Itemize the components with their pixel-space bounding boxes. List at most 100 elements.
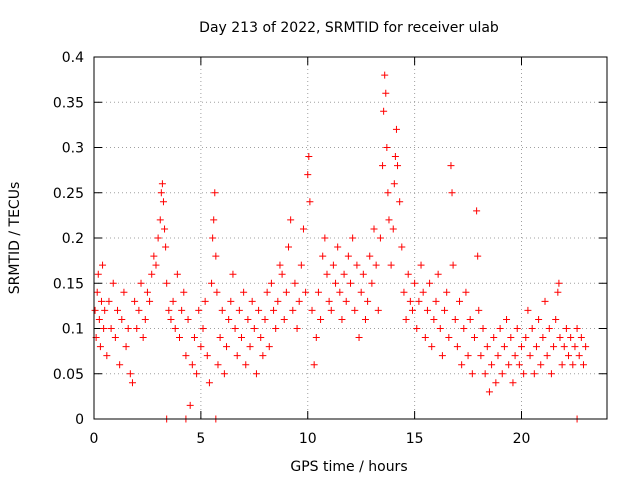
data-point [158,180,166,188]
data-point [507,334,515,342]
y-tick-label: 0.3 [62,141,84,157]
data-point [384,189,392,197]
data-point [293,325,301,332]
data-point [250,325,258,332]
data-point [372,261,380,269]
data-point [267,279,275,287]
data-point [237,334,245,342]
data-point [368,279,376,287]
data-point [146,297,154,305]
data-point [103,352,111,360]
data-point [383,144,391,151]
data-point [351,306,359,314]
data-point [498,370,506,378]
data-point [560,343,568,351]
data-point [473,207,481,215]
data-point [252,370,260,378]
data-point [212,252,220,260]
data-point [432,297,440,305]
data-point [246,343,254,351]
data-point [137,279,145,287]
y-tick-label: 0.35 [53,95,84,111]
data-point [509,379,517,387]
data-point [492,379,500,387]
data-point [532,343,540,351]
data-point [261,315,269,323]
data-point [344,252,352,260]
data-point [211,189,219,197]
data-point [178,306,186,314]
y-tick-label: 0.25 [53,186,84,202]
data-point [257,334,265,342]
data-point [111,334,119,342]
data-point [270,306,278,314]
data-point [122,343,130,351]
data-point [382,89,390,97]
data-point [93,288,101,296]
data-point [347,279,354,287]
data-point [494,352,502,360]
data-point [338,315,346,323]
axis-ticks: 0 0.05 0.1 0.15 0.2 0.25 0.3 0.35 0.4 0 5 10 15 20 [53,50,607,447]
data-point [381,71,389,79]
data-point [448,189,456,197]
data-point [216,334,224,342]
data-point [402,315,410,323]
data-point [573,325,581,332]
data-point [162,243,170,251]
data-point [505,361,513,369]
data-point [582,343,590,351]
data-point [436,325,444,332]
data-point [101,306,109,314]
data-point [392,125,400,133]
data-point [302,288,310,296]
data-point [154,234,162,242]
data-point [180,288,188,296]
data-point [312,334,320,342]
data-point [220,370,228,378]
data-point [109,279,117,287]
data-point [114,306,122,314]
data-point [543,352,551,360]
data-point [308,306,316,314]
data-point [287,216,295,224]
data-point [97,297,105,305]
data-point [161,225,169,233]
data-point [451,315,459,323]
data-point [188,361,196,369]
data-point [218,306,226,314]
data-point [332,279,340,287]
data-point [567,334,575,342]
data-point [96,343,104,351]
data-point [225,315,233,323]
data-point [355,334,363,342]
data-point [539,334,547,342]
y-tick-label: 0.1 [62,322,84,338]
data-point [423,306,431,314]
data-point [184,315,192,323]
data-point [291,279,299,287]
data-point [475,306,483,314]
data-point [329,261,337,269]
data-point [417,261,425,269]
data-point [556,334,564,342]
data-point [310,361,318,369]
data-point [124,325,132,332]
data-point [421,334,429,342]
data-point [370,225,378,233]
data-point [148,270,156,278]
data-point [349,234,357,242]
data-point [203,352,211,360]
data-point [474,252,482,260]
data-point [406,297,414,305]
x-tick-label: 15 [406,431,424,447]
data-point [248,297,256,305]
x-tick-label: 5 [196,431,205,447]
data-point [289,306,297,314]
data-point [276,261,284,269]
data-point [143,288,151,296]
data-point [400,288,408,296]
data-point [214,361,222,369]
data-point [167,315,175,323]
data-point [205,379,213,387]
